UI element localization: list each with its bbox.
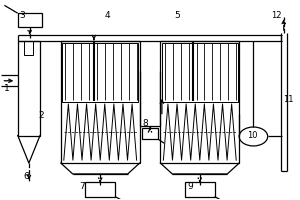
Bar	[160, 41, 239, 163]
Text: 5: 5	[174, 11, 180, 20]
Text: 10: 10	[247, 131, 258, 140]
Bar	[24, 41, 33, 55]
Bar	[18, 41, 40, 136]
Text: 4: 4	[104, 11, 110, 20]
Text: 3: 3	[19, 11, 25, 20]
Bar	[62, 43, 138, 102]
Bar	[142, 128, 158, 139]
Bar	[85, 182, 115, 197]
Text: 8: 8	[143, 119, 148, 128]
Text: 1: 1	[4, 84, 10, 93]
Bar	[185, 182, 214, 197]
Text: 11: 11	[283, 96, 293, 104]
Text: 7: 7	[79, 182, 85, 191]
Text: 12: 12	[271, 11, 282, 20]
Text: 6: 6	[23, 172, 28, 181]
Bar	[18, 13, 41, 27]
Bar	[162, 43, 238, 102]
Bar	[61, 41, 140, 163]
Text: 9: 9	[187, 182, 193, 191]
Text: 2: 2	[39, 111, 44, 120]
